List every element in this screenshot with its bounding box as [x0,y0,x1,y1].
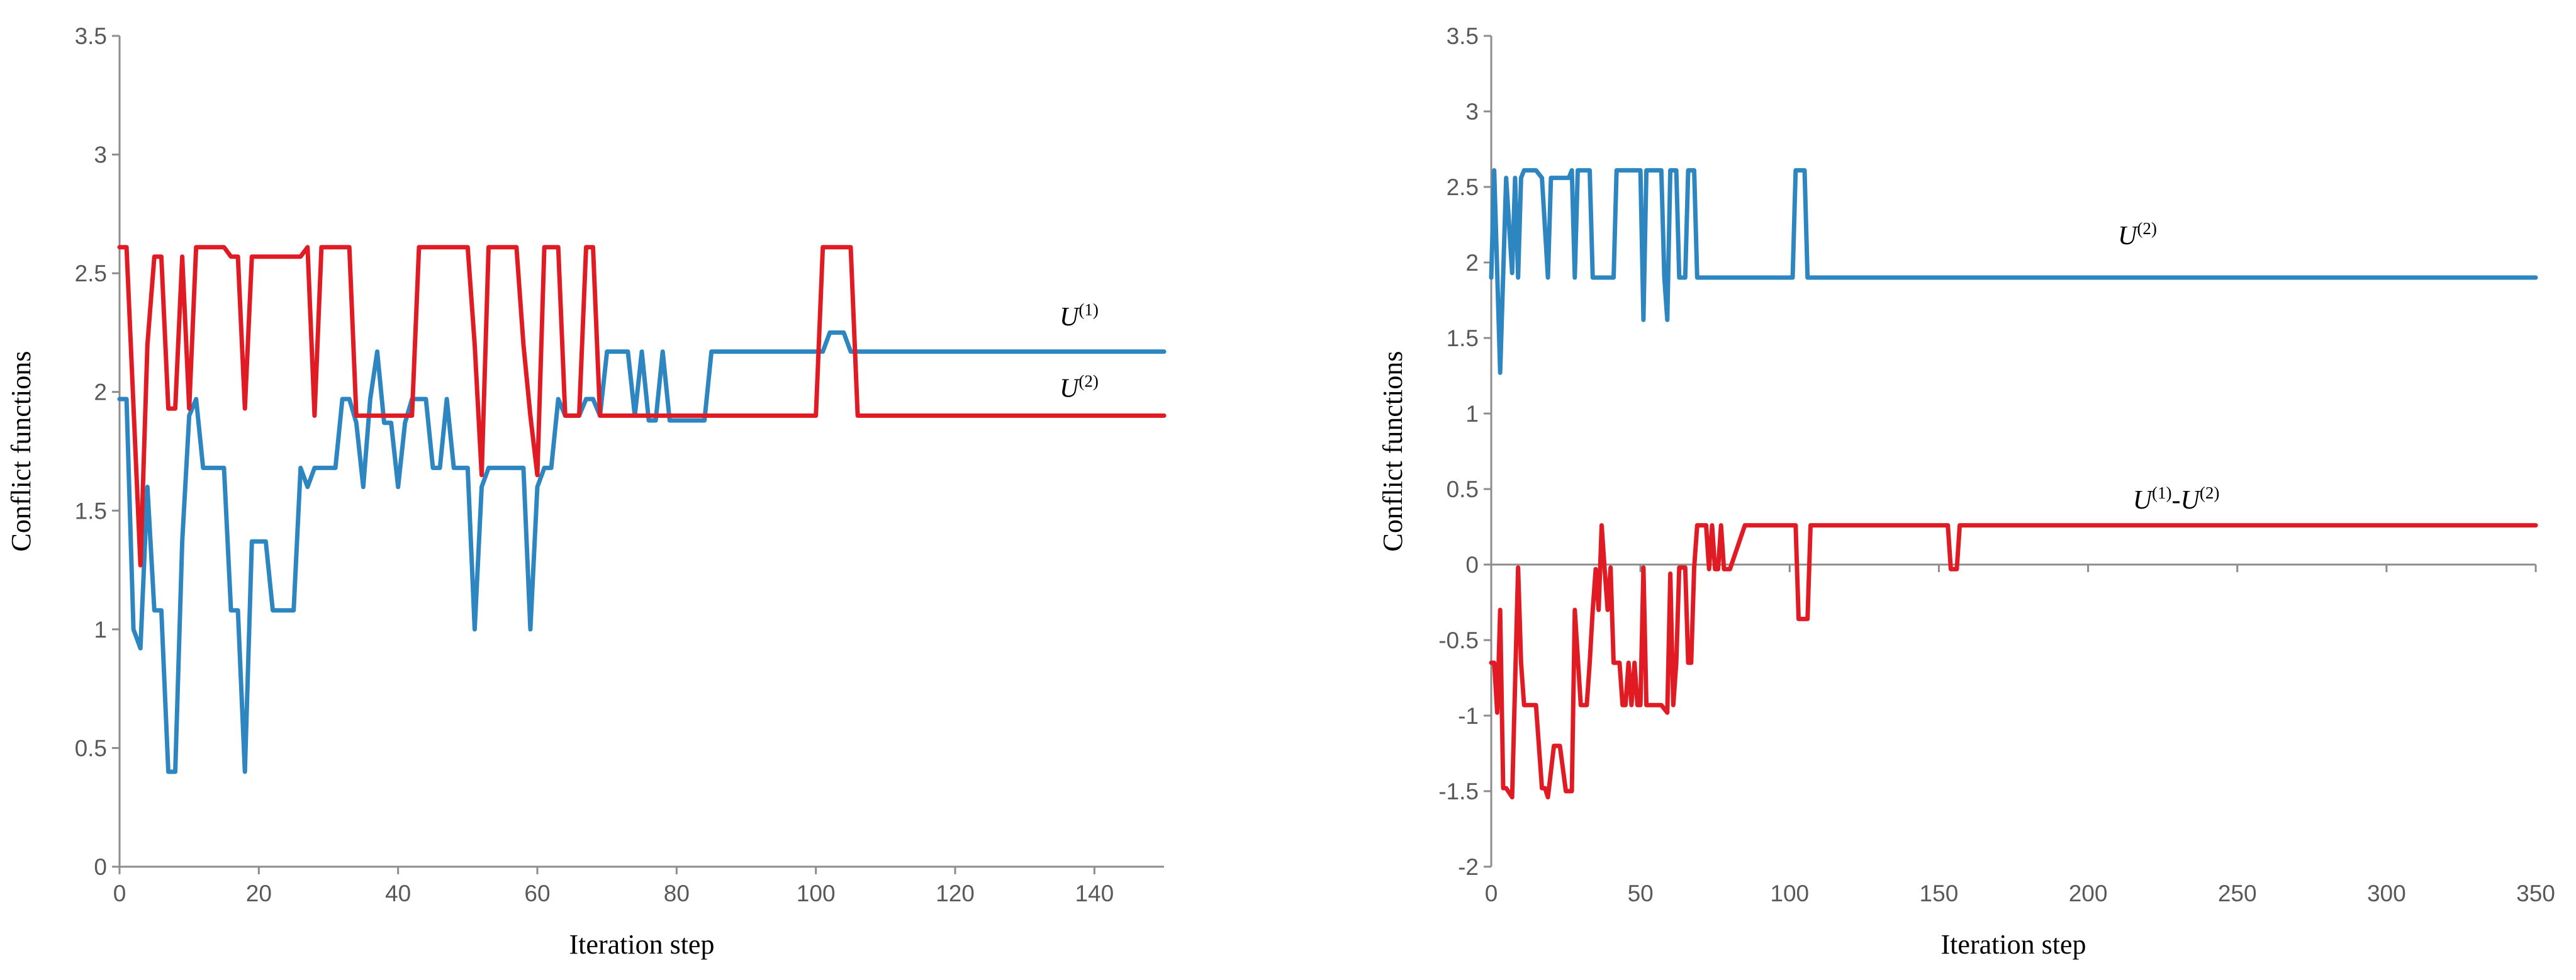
left-chart: 0 0.5 1 1.5 2 2.5 3 3.5 0 20 40 60 80 100 120 140 Iterat… [6,23,1167,960]
left-annotation-u-2: U(2) [1060,371,1099,403]
left-y-tick-label: 2.5 [75,261,107,286]
left-x-tick-label: 100 [797,881,836,906]
left-x-axis-title: Iteration step [569,929,715,960]
left-x-tick-label: 80 [664,881,690,906]
right-y-tick-label: 0 [1465,552,1479,578]
right-x-tick-label: 50 [1628,881,1654,906]
left-y-tick-label: 0 [94,854,107,880]
left-x-tick-label: 20 [246,881,272,906]
right-annotation-u-2: U(2) [2118,219,2157,251]
right-y-tick-label: -1 [1458,703,1479,729]
left-annotation-u-1: U(1) [1060,300,1099,332]
right-y-tick-label: -2 [1458,854,1479,880]
left-y-tick-label: 2 [94,380,107,405]
right-y-tick-label: 3.5 [1447,23,1479,49]
left-x-tick-label: 120 [936,881,975,906]
right-y-tick-label: 1.5 [1447,325,1479,351]
left-y-axis-title: Conflict functions [6,351,36,552]
left-y-tick-label: 3.5 [75,23,107,49]
right-y-tick-label: 2.5 [1447,174,1479,200]
left-x-tick-label: 0 [113,881,126,906]
right-x-tick-label: 250 [2218,881,2257,906]
right-series-u-1-u-2-line [1489,523,2538,800]
right-x-tick-label: 0 [1485,881,1498,906]
right-y-tick-label: 1 [1465,401,1479,427]
right-y-tick-label: 2 [1465,250,1479,276]
left-x-tick-label: 60 [524,881,550,906]
left-x-tick-label: 40 [385,881,411,906]
right-y-tick-label: 0.5 [1447,476,1479,502]
right-y-tick-label: -0.5 [1438,628,1479,653]
right-y-tick-label: -1.5 [1438,779,1479,804]
right-x-tick-label: 100 [1770,881,1809,906]
right-x-tick-label: 150 [1920,881,1959,906]
right-x-axis-title: Iteration step [1941,929,2086,960]
right-x-tick-label: 200 [2069,881,2108,906]
left-series-u-1-line [117,330,1167,774]
left-y-tick-label: 3 [94,142,107,168]
left-series-u-2-line [117,245,1167,568]
left-x-tick-label: 140 [1075,881,1114,906]
right-series-u-2-line [1489,168,2538,375]
left-y-tick-label: 1.5 [75,498,107,524]
right-y-tick-label: 3 [1465,99,1479,125]
right-x-tick-label: 350 [2516,881,2555,906]
right-y-axis-title: Conflict functions [1377,351,1408,552]
right-annotation-u-1-u-2: U(1)-U(2) [2133,483,2220,515]
left-y-tick-label: 0.5 [75,735,107,761]
right-x-tick-label: 300 [2367,881,2406,906]
right-chart: -2 -1.5 -1 -0.5 0 0.5 1 1.5 2 2.5 3 3.5 0 50 100 150 200… [1377,23,2555,960]
left-y-tick-label: 1 [94,617,107,643]
